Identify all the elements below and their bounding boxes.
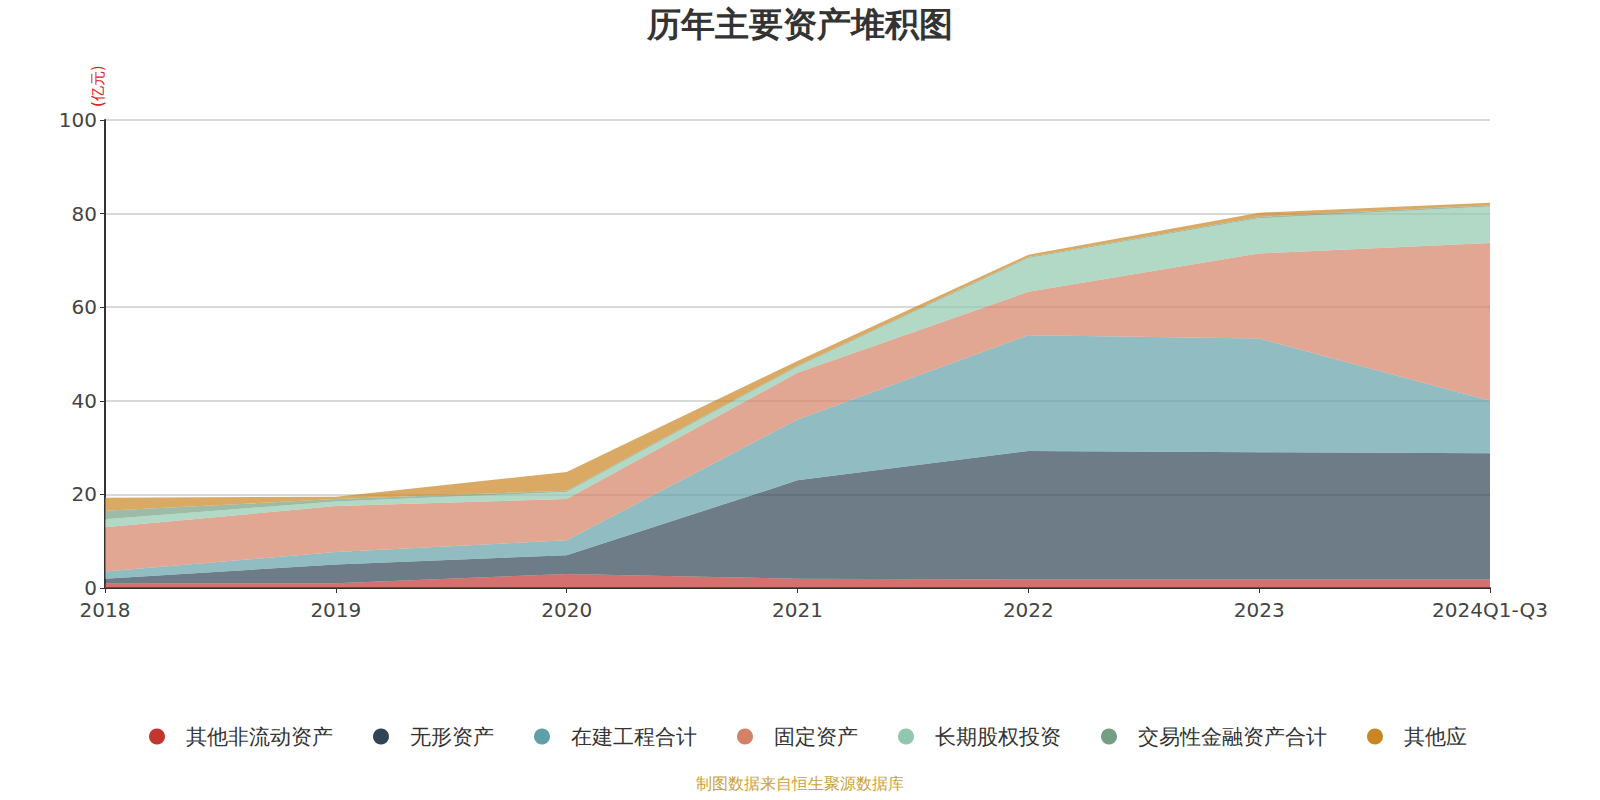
svg-text:2023: 2023 [1234, 598, 1285, 622]
svg-text:固定资产: 固定资产 [774, 725, 858, 749]
svg-text:2018: 2018 [80, 598, 131, 622]
svg-text:其他非流动资产: 其他非流动资产 [186, 725, 333, 749]
svg-text:其他应: 其他应 [1404, 725, 1467, 749]
svg-text:制图数据来自恒生聚源数据库: 制图数据来自恒生聚源数据库 [696, 774, 904, 793]
svg-text:历年主要资产堆积图: 历年主要资产堆积图 [646, 4, 953, 44]
svg-text:无形资产: 无形资产 [410, 725, 494, 749]
svg-text:80: 80 [72, 202, 97, 226]
svg-text:在建工程合计: 在建工程合计 [571, 725, 697, 749]
svg-text:2024Q1-Q3: 2024Q1-Q3 [1432, 598, 1548, 622]
svg-text:20: 20 [72, 482, 97, 506]
svg-text:2021: 2021 [772, 598, 823, 622]
svg-text:2022: 2022 [1003, 598, 1054, 622]
svg-text:交易性金融资产合计: 交易性金融资产合计 [1138, 725, 1327, 749]
svg-text:(亿元): (亿元) [89, 65, 107, 107]
svg-text:40: 40 [72, 389, 97, 413]
svg-text:2020: 2020 [541, 598, 592, 622]
svg-text:2019: 2019 [310, 598, 361, 622]
svg-text:60: 60 [72, 295, 97, 319]
svg-text:0: 0 [84, 576, 97, 600]
svg-text:100: 100 [59, 108, 97, 132]
svg-text:长期股权投资: 长期股权投资 [935, 725, 1061, 749]
